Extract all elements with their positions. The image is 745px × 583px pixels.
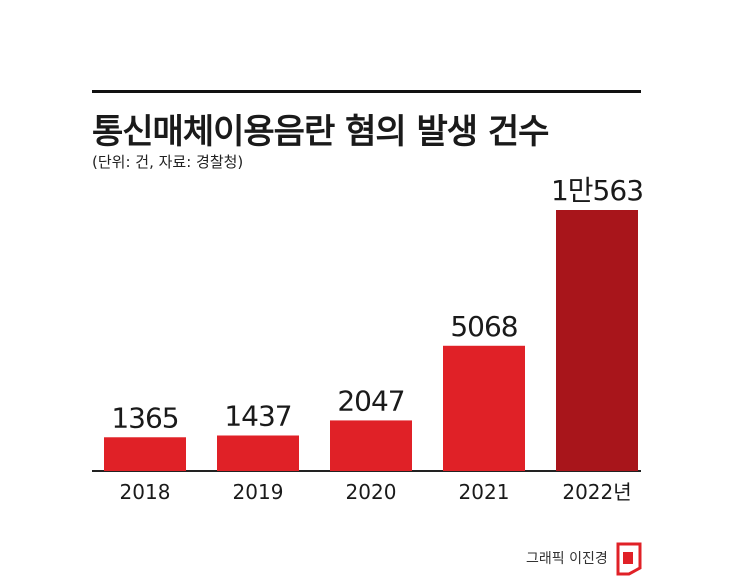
value-label: 2047 bbox=[337, 384, 404, 417]
top-rule bbox=[92, 90, 641, 93]
bar-2018 bbox=[104, 437, 186, 471]
value-label: 5068 bbox=[450, 310, 517, 343]
publisher-logo-icon bbox=[616, 542, 642, 576]
bar-2021 bbox=[443, 345, 525, 471]
category-label: 2021 bbox=[459, 480, 510, 504]
graphic-credit: 그래픽 이진경 bbox=[526, 551, 608, 567]
chart-subtitle: (단위: 건, 자료: 경찰청) bbox=[92, 153, 244, 171]
category-label: 2018 bbox=[120, 480, 171, 504]
value-label: 1437 bbox=[224, 399, 291, 432]
bar-2019 bbox=[217, 435, 299, 471]
bar-2020 bbox=[330, 420, 412, 471]
category-label: 2019 bbox=[233, 480, 284, 504]
bar-2022년 bbox=[556, 210, 638, 471]
chart-title: 통신매체이용음란 혐의 발생 건수 bbox=[92, 112, 549, 152]
value-label: 1만563 bbox=[551, 174, 643, 207]
value-label: 1365 bbox=[111, 401, 178, 434]
category-label: 2022년 bbox=[562, 480, 631, 504]
category-label: 2020 bbox=[346, 480, 397, 504]
